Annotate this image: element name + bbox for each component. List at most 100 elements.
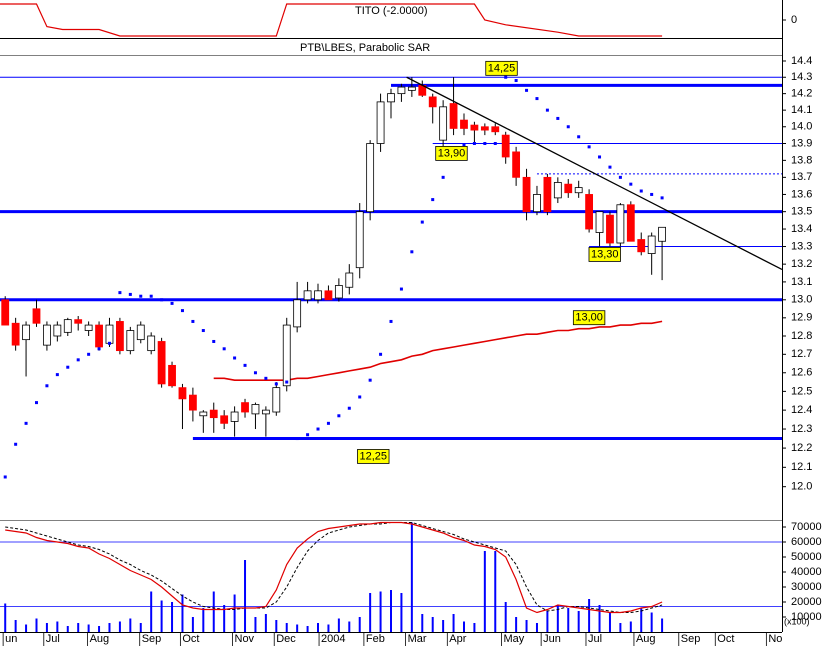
x-tick-label: Oct <box>182 633 199 645</box>
sar-dot <box>410 250 414 254</box>
sar-dot <box>24 421 28 425</box>
y-tick-label: 12.0 <box>791 481 812 493</box>
candle-body <box>282 324 291 387</box>
candle-body <box>491 126 500 133</box>
y-tick-label: 14.3 <box>791 71 812 83</box>
sar-dot <box>3 475 7 479</box>
indicator-line <box>0 3 663 37</box>
y-tick-label: 12.8 <box>791 330 812 342</box>
stochastic-d <box>5 522 663 613</box>
sar-dot <box>55 373 59 377</box>
y-tick-label: 12.6 <box>791 367 812 379</box>
candle-body <box>626 204 635 242</box>
x-tick-label: May <box>504 633 525 645</box>
level-label-text: 14,25 <box>488 62 516 74</box>
sar-dot <box>107 341 111 345</box>
candle-body <box>95 324 103 348</box>
sar-dot <box>462 143 466 147</box>
candle-body <box>220 415 229 424</box>
y-tick-label: 14.2 <box>791 88 812 100</box>
y-tick-label: 12.7 <box>791 348 812 360</box>
sar-dot <box>347 406 351 410</box>
candle-body <box>261 409 270 415</box>
y-tick-label: 50000 <box>791 551 822 563</box>
sar-dot <box>472 141 476 145</box>
candle-body <box>439 106 448 141</box>
x-tick-label: Jul <box>588 633 602 645</box>
candle-body <box>470 124 479 131</box>
y-tick-label: 20000 <box>791 596 822 608</box>
level-label: 13,00 <box>572 310 606 326</box>
candle-body <box>616 204 625 244</box>
sar-dot <box>660 196 664 200</box>
sar-dot <box>253 371 257 375</box>
sar-dot <box>431 198 435 202</box>
sar-dot <box>274 382 278 386</box>
candle-body <box>11 322 20 346</box>
candle-body <box>209 409 218 419</box>
candle-body <box>230 411 239 422</box>
candle-body <box>136 324 145 341</box>
x-tick-label: un <box>5 633 17 645</box>
x-tick-label: Feb <box>366 633 385 645</box>
sar-dot <box>316 427 320 431</box>
y-tick-label: 30000 <box>791 581 822 593</box>
sar-dot <box>97 347 101 351</box>
sar-dot <box>598 155 602 159</box>
y-tick-label: 12.2 <box>791 442 812 454</box>
sar-dot <box>66 365 70 369</box>
candle-body <box>428 96 437 108</box>
candle-body <box>512 151 521 178</box>
sar-dot <box>535 97 539 101</box>
candle-body <box>366 143 375 213</box>
candle-body <box>501 134 510 158</box>
unit-note: (x100) <box>784 616 810 626</box>
sar-dot <box>337 414 341 418</box>
sar-dot <box>191 319 195 323</box>
level-label-box <box>435 146 468 161</box>
candle-body <box>251 404 260 415</box>
candle-body <box>241 402 249 413</box>
sar-dot <box>139 294 143 298</box>
sar-dot <box>222 347 226 351</box>
sar-dot <box>128 292 132 296</box>
candle-body <box>397 86 406 95</box>
y-tick-label: 14.4 <box>791 55 812 67</box>
candle-body <box>606 214 614 244</box>
sar-dot <box>608 165 612 169</box>
sar-dot <box>389 319 393 323</box>
sar-dot <box>650 192 654 196</box>
x-tick-label: Mar <box>408 633 427 645</box>
level-label-box <box>572 310 606 326</box>
sar-dot <box>76 358 80 362</box>
sar-dot <box>264 376 268 380</box>
candle-body <box>168 364 176 387</box>
candle-body <box>585 194 594 230</box>
sar-dot <box>306 433 310 437</box>
sar-dot <box>525 88 529 92</box>
stochastic-k <box>5 521 663 614</box>
y-tick-label: 14.1 <box>791 104 812 116</box>
sar-dot <box>180 309 184 313</box>
candle-body <box>324 290 333 301</box>
y-tick-label: 13.7 <box>791 171 812 183</box>
sar-dot <box>566 125 570 129</box>
panel-title: PTB\LBES, Parabolic SAR <box>300 42 430 54</box>
x-tick-label: Sep <box>142 633 162 645</box>
x-tick-label: Jun <box>543 633 561 645</box>
sar-dot <box>493 141 497 145</box>
candle-body <box>74 319 83 324</box>
candle-body <box>334 285 343 299</box>
candle-body <box>293 299 302 328</box>
y-tick-label: 13.5 <box>791 206 812 218</box>
sar-dot <box>514 79 518 83</box>
sar-dot <box>629 182 633 186</box>
trend-line <box>406 76 782 271</box>
candle-body <box>53 324 62 337</box>
sar-dot <box>545 108 549 112</box>
sar-dot <box>285 380 289 384</box>
y-tick-label: 10000 <box>791 611 822 623</box>
level-label-text: 12,25 <box>360 450 388 462</box>
candle-body <box>533 194 541 213</box>
